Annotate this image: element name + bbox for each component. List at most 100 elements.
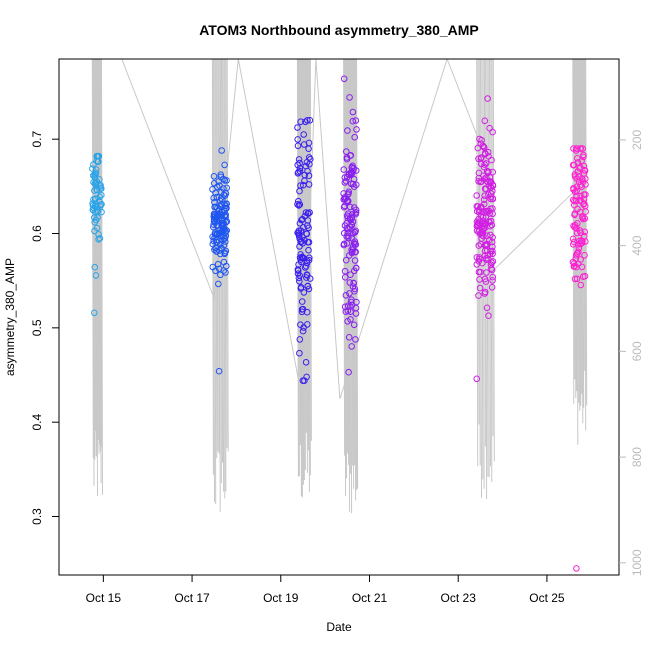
y-axis-label: asymmetry_380_AMP (3, 258, 17, 376)
data-point (350, 239, 358, 247)
data-point (212, 203, 220, 211)
y-tick-label: 0.7 (30, 131, 44, 148)
data-point (571, 210, 579, 217)
data-point (217, 188, 225, 196)
data-point (294, 142, 302, 150)
data-point (485, 312, 492, 320)
data-point (480, 172, 487, 180)
data-point (574, 241, 582, 248)
data-point (211, 199, 218, 206)
data-point (477, 203, 485, 211)
data-point (213, 193, 221, 201)
data-point (209, 186, 216, 193)
data-point (89, 202, 97, 209)
data-point (479, 232, 486, 239)
data-point (300, 289, 308, 296)
data-point (301, 171, 309, 179)
data-point (91, 309, 98, 317)
data-point (299, 327, 307, 335)
data-point (306, 275, 314, 282)
data-point (341, 174, 349, 181)
data-point (344, 197, 351, 204)
data-point (210, 173, 218, 180)
data-point (577, 281, 585, 289)
y-tick-label: 0.5 (30, 319, 44, 336)
data-point (210, 221, 217, 228)
data-point (345, 334, 353, 341)
data-point (217, 212, 225, 219)
data-point (296, 336, 304, 343)
data-point (486, 124, 493, 132)
data-point (296, 159, 303, 167)
data-point (352, 336, 359, 343)
data-point (489, 258, 497, 265)
data-point (304, 282, 312, 290)
right-tick-label: 600 (630, 341, 644, 361)
data-point (221, 177, 229, 184)
data-point (343, 240, 351, 247)
data-point (296, 201, 304, 208)
data-point (306, 254, 313, 262)
data-point (215, 367, 223, 375)
data-point (213, 238, 220, 246)
data-point (489, 273, 497, 281)
data-point (216, 229, 224, 237)
data-point (348, 168, 355, 176)
data-point (349, 117, 357, 125)
right-tick-label: 200 (630, 130, 644, 150)
data-point (475, 292, 482, 299)
data-point (573, 145, 581, 152)
data-point (300, 131, 308, 138)
data-point (307, 155, 314, 163)
data-point (476, 284, 484, 292)
data-point (481, 117, 489, 125)
data-point (352, 167, 360, 174)
data-point (294, 267, 302, 275)
x-axis: Oct 15 Oct 17 Oct 19 Oct 21 Oct 23 Oct 25 (86, 574, 565, 605)
x-axis-label: Date (326, 620, 352, 634)
x-tick-label: Oct 17 (174, 591, 210, 605)
data-point (571, 275, 579, 283)
data-point (93, 157, 100, 165)
data-point (96, 176, 103, 183)
data-point (579, 215, 587, 223)
data-point (482, 185, 490, 193)
data-point (303, 259, 311, 267)
data-point (210, 213, 218, 220)
y-axis: 0.3 0.4 0.5 0.6 0.7 (30, 131, 59, 525)
data-point (303, 230, 310, 237)
data-point (96, 235, 104, 242)
data-point (482, 213, 490, 220)
data-point (582, 181, 589, 188)
x-tick-label: Oct 23 (441, 591, 477, 605)
data-point (212, 267, 219, 275)
data-point (305, 172, 313, 179)
data-point (488, 266, 496, 274)
data-point (223, 184, 230, 192)
data-point (353, 181, 360, 189)
data-point (305, 181, 313, 188)
data-point (89, 165, 96, 172)
data-point (482, 160, 490, 167)
data-point (294, 201, 301, 208)
data-point (482, 278, 490, 285)
data-point (305, 285, 313, 293)
x-tick-label: Oct 15 (86, 591, 122, 605)
x-tick-label: Oct 19 (263, 591, 299, 605)
data-point (213, 248, 220, 255)
data-point (345, 190, 352, 197)
data-point (217, 171, 225, 178)
data-point (576, 165, 583, 172)
data-point (581, 272, 589, 280)
data-point (483, 304, 491, 312)
data-point (209, 240, 217, 248)
data-point (353, 126, 360, 133)
right-tick-label: 1000 (630, 549, 644, 576)
data-point (302, 162, 310, 170)
data-point (573, 192, 580, 200)
data-point (297, 118, 305, 125)
data-point (215, 178, 222, 185)
data-point (473, 192, 481, 199)
data-point (91, 187, 98, 194)
